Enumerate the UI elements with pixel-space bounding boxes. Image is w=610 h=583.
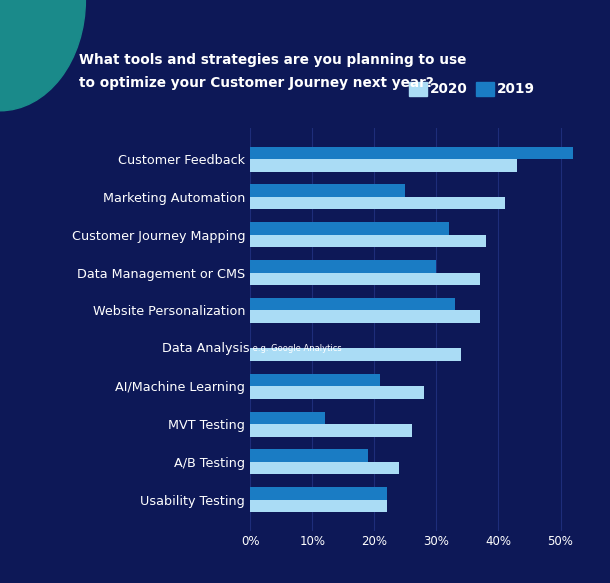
Bar [250, 412, 325, 424]
Text: What tools and strategies are you planning to use: What tools and strategies are you planni… [79, 53, 467, 67]
Bar [250, 235, 486, 247]
Bar [250, 487, 387, 500]
Bar [250, 159, 517, 171]
Text: to optimize your Customer Journey next year?: to optimize your Customer Journey next y… [79, 76, 434, 90]
Text: 2019: 2019 [497, 82, 535, 96]
Bar [250, 386, 424, 399]
Bar [250, 273, 480, 285]
Bar [250, 298, 455, 311]
Bar [250, 184, 405, 197]
Bar [250, 348, 461, 361]
Bar [250, 424, 412, 437]
Bar [250, 311, 480, 323]
Bar [250, 449, 368, 462]
Text: Data Analysis: Data Analysis [162, 342, 250, 355]
Text: e.g. Google Analytics: e.g. Google Analytics [250, 344, 342, 353]
Bar [250, 462, 399, 475]
Bar [250, 500, 387, 512]
Bar [250, 197, 504, 209]
Bar [250, 222, 449, 235]
Text: 2020: 2020 [430, 82, 468, 96]
Bar [250, 146, 573, 159]
Bar [250, 260, 436, 273]
Bar [250, 374, 381, 386]
